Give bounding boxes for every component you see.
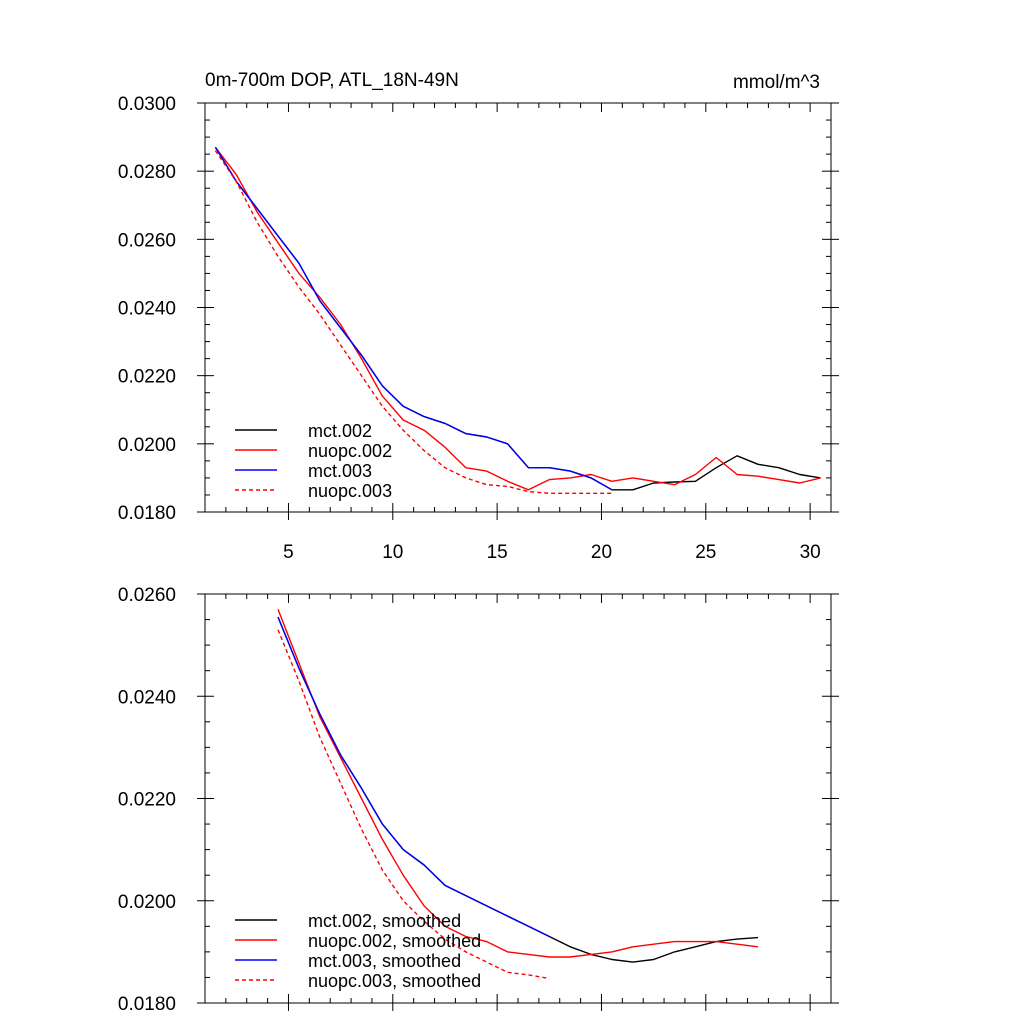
legend-label: mct.002	[308, 421, 372, 441]
series-line-nuopc-002-smoothed	[277, 609, 759, 958]
y-tick-label: 0.0180	[118, 503, 176, 524]
x-tick-label: 10	[382, 542, 403, 563]
plot-frame	[204, 593, 832, 1004]
top-panel: 5 10 15 20 25 30 0.0180 0.0200 0.0220 0.0240 0.026…	[118, 70, 839, 563]
y-tick-label: 0.0220	[118, 367, 176, 388]
x-tick-label: 5	[283, 542, 294, 563]
units-label: mmol/m^3	[733, 72, 820, 93]
series-line-nuopc-003	[214, 150, 612, 494]
legend-label: nuopc.002	[308, 441, 392, 461]
x-tick-label: 15	[487, 542, 508, 563]
x-tick-label: 25	[695, 542, 716, 563]
chart-title: 0m-700m DOP, ATL_18N-49N	[205, 70, 459, 91]
y-tick-label: 0.0300	[118, 94, 176, 115]
legend-label: mct.003, smoothed	[308, 951, 461, 971]
y-tick-label: 0.0240	[118, 687, 176, 708]
y-tick-label: 0.0240	[118, 299, 176, 320]
series-line-nuopc-003-smoothed	[277, 629, 550, 980]
series-line-mct-003	[214, 146, 613, 491]
legend-label: mct.003	[308, 461, 372, 481]
legend-label: mct.002, smoothed	[308, 911, 461, 931]
y-tick-label: 0.0180	[118, 994, 176, 1015]
legend-label: nuopc.003	[308, 481, 392, 501]
y-tick-label: 0.0260	[118, 585, 176, 606]
legend-label: nuopc.002, smoothed	[308, 931, 481, 951]
y-tick-label: 0.0260	[118, 230, 176, 251]
x-tick-label: 30	[800, 542, 821, 563]
legend-label: nuopc.003, smoothed	[308, 971, 481, 991]
series-line-mct-002	[214, 146, 821, 491]
bottom-panel: 0.0180 0.0200 0.0220 0.0240 0.0260 mct.002, s…	[118, 585, 839, 1015]
x-tick-label: 20	[591, 542, 612, 563]
series-line-nuopc-002	[214, 146, 821, 491]
y-tick-label: 0.0200	[118, 435, 176, 456]
series-line-mct-003-smoothed	[277, 616, 550, 938]
y-tick-label: 0.0280	[118, 162, 176, 183]
y-tick-label: 0.0200	[118, 892, 176, 913]
y-tick-label: 0.0220	[118, 790, 176, 811]
plot-frame	[204, 102, 832, 513]
